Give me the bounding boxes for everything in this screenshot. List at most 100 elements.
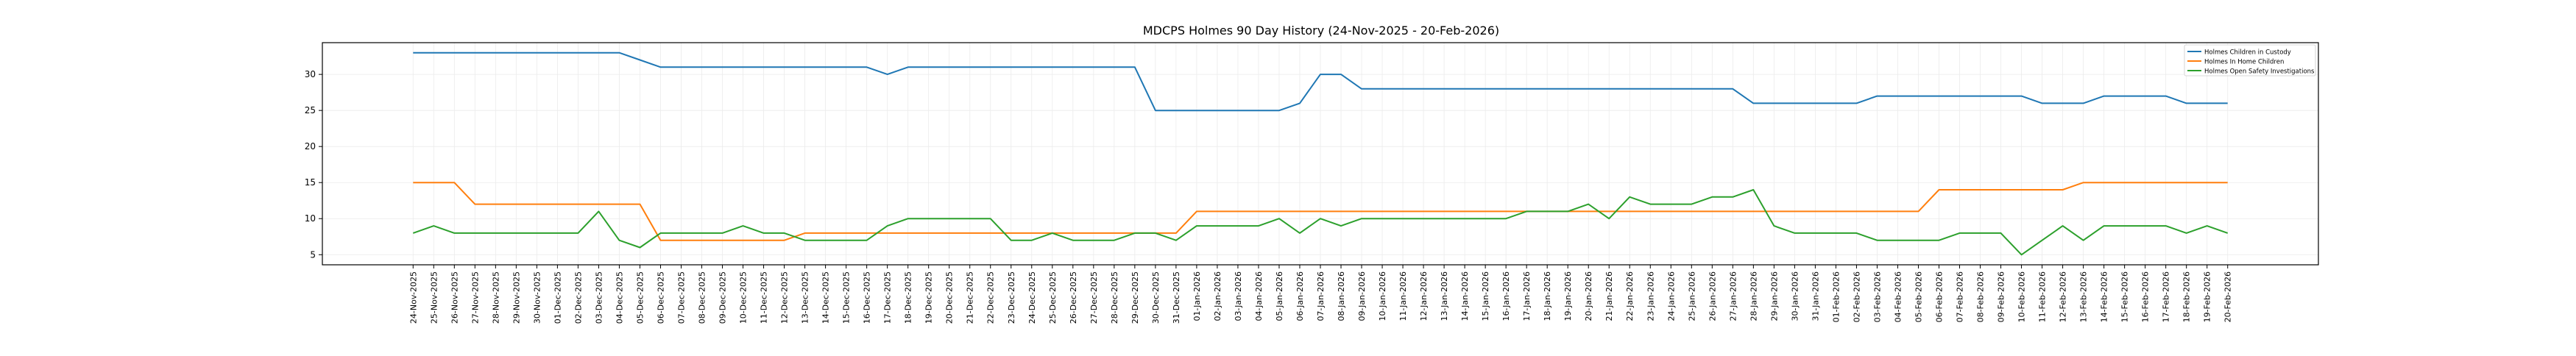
x-tick-label: 29-Nov-2025 bbox=[512, 271, 521, 324]
x-tick-label: 15-Dec-2025 bbox=[842, 271, 852, 324]
x-tick-label: 19-Dec-2025 bbox=[924, 271, 934, 324]
x-tick-label: 05-Jan-2026 bbox=[1275, 271, 1284, 321]
legend-label: Holmes Children in Custody bbox=[2204, 49, 2291, 57]
y-axis: 5 10 15 20 25 30 bbox=[305, 69, 322, 260]
x-tick-label: 13-Feb-2026 bbox=[2079, 271, 2089, 322]
x-tick-label: 31-Jan-2026 bbox=[1811, 271, 1820, 321]
x-tick-label: 21-Dec-2025 bbox=[966, 271, 975, 324]
x-tick-label: 03-Feb-2026 bbox=[1872, 271, 1882, 322]
x-tick-label: 18-Feb-2026 bbox=[2182, 271, 2192, 322]
y-tick-label: 20 bbox=[305, 141, 316, 152]
x-tick-label: 04-Dec-2025 bbox=[615, 271, 624, 324]
x-axis: 24-Nov-2025 25-Nov-2025 26-Nov-2025 27-Nov-… bbox=[408, 265, 2233, 324]
legend-label: Holmes In Home Children bbox=[2204, 59, 2284, 66]
x-tick-label: 27-Dec-2025 bbox=[1089, 271, 1099, 324]
y-tick-label: 5 bbox=[310, 249, 316, 260]
legend: Holmes Children in Custody Holmes In Home… bbox=[2184, 44, 2316, 76]
x-tick-label: 27-Nov-2025 bbox=[470, 271, 480, 324]
y-tick-label: 25 bbox=[305, 105, 316, 115]
x-tick-label: 22-Dec-2025 bbox=[986, 271, 996, 324]
x-tick-label: 16-Dec-2025 bbox=[863, 271, 872, 324]
x-tick-label: 18-Dec-2025 bbox=[904, 271, 913, 324]
x-tick-label: 06-Jan-2026 bbox=[1295, 271, 1305, 321]
series-lines bbox=[412, 51, 2229, 256]
x-tick-label: 30-Dec-2025 bbox=[1151, 271, 1161, 324]
x-tick-label: 05-Dec-2025 bbox=[635, 271, 645, 324]
x-tick-label: 12-Dec-2025 bbox=[780, 271, 790, 324]
series-line-1 bbox=[413, 182, 2228, 241]
y-tick-label: 10 bbox=[305, 213, 316, 224]
x-tick-label: 05-Feb-2026 bbox=[1914, 271, 1923, 322]
x-tick-label: 06-Feb-2026 bbox=[1934, 271, 1944, 322]
x-tick-label: 11-Jan-2026 bbox=[1398, 271, 1408, 321]
x-tick-label: 07-Dec-2025 bbox=[676, 271, 686, 324]
x-tick-label: 31-Dec-2025 bbox=[1172, 271, 1181, 324]
legend-label: Holmes Open Safety Investigations bbox=[2204, 68, 2315, 76]
x-tick-label: 15-Jan-2026 bbox=[1481, 271, 1490, 321]
chart-title: MDCPS Holmes 90 Day History (24-Nov-2025… bbox=[1143, 24, 1499, 38]
x-tick-label: 07-Jan-2026 bbox=[1316, 271, 1326, 321]
x-tick-label: 30-Jan-2026 bbox=[1790, 271, 1800, 321]
x-tick-label: 03-Jan-2026 bbox=[1234, 271, 1243, 321]
x-tick-label: 01-Jan-2026 bbox=[1192, 271, 1202, 321]
x-tick-label: 26-Dec-2025 bbox=[1069, 271, 1078, 324]
x-tick-label: 20-Jan-2026 bbox=[1584, 271, 1593, 321]
x-tick-label: 18-Jan-2026 bbox=[1543, 271, 1552, 321]
x-tick-label: 21-Jan-2026 bbox=[1604, 271, 1614, 321]
x-tick-label: 24-Nov-2025 bbox=[408, 271, 418, 324]
x-tick-label: 28-Dec-2025 bbox=[1110, 271, 1119, 324]
series-line-2 bbox=[412, 189, 2229, 256]
x-tick-label: 12-Jan-2026 bbox=[1419, 271, 1429, 321]
x-tick-label: 11-Dec-2025 bbox=[760, 271, 769, 324]
x-tick-label: 28-Nov-2025 bbox=[491, 271, 500, 324]
x-tick-label: 20-Dec-2025 bbox=[945, 271, 955, 324]
x-tick-label: 02-Jan-2026 bbox=[1213, 271, 1222, 321]
x-tick-label: 27-Jan-2026 bbox=[1728, 271, 1738, 321]
x-tick-label: 17-Dec-2025 bbox=[883, 271, 893, 324]
x-tick-label: 09-Jan-2026 bbox=[1357, 271, 1367, 321]
x-tick-label: 08-Feb-2026 bbox=[1976, 271, 1986, 322]
x-tick-label: 14-Dec-2025 bbox=[821, 271, 831, 324]
x-tick-label: 10-Feb-2026 bbox=[2017, 271, 2027, 322]
x-tick-label: 06-Dec-2025 bbox=[656, 271, 665, 324]
x-tick-label: 23-Dec-2025 bbox=[1007, 271, 1016, 324]
x-tick-label: 01-Dec-2025 bbox=[553, 271, 562, 324]
x-tick-label: 07-Feb-2026 bbox=[1956, 271, 1965, 322]
x-tick-label: 19-Jan-2026 bbox=[1563, 271, 1573, 321]
x-tick-label: 16-Jan-2026 bbox=[1501, 271, 1511, 321]
x-tick-label: 28-Jan-2026 bbox=[1749, 271, 1758, 321]
x-tick-label: 30-Nov-2025 bbox=[532, 271, 542, 324]
x-tick-label: 02-Feb-2026 bbox=[1852, 271, 1861, 322]
x-tick-label: 09-Dec-2025 bbox=[718, 271, 728, 324]
x-tick-label: 01-Feb-2026 bbox=[1831, 271, 1841, 322]
x-tick-label: 26-Nov-2025 bbox=[450, 271, 459, 324]
x-tick-label: 13-Jan-2026 bbox=[1440, 271, 1449, 321]
x-tick-label: 10-Dec-2025 bbox=[739, 271, 749, 324]
x-tick-label: 26-Jan-2026 bbox=[1708, 271, 1717, 321]
x-tick-label: 03-Dec-2025 bbox=[594, 271, 604, 324]
x-tick-label: 25-Jan-2026 bbox=[1687, 271, 1696, 321]
x-tick-label: 16-Feb-2026 bbox=[2141, 271, 2151, 322]
x-tick-label: 15-Feb-2026 bbox=[2120, 271, 2130, 322]
x-tick-label: 20-Feb-2026 bbox=[2223, 271, 2233, 322]
x-tick-label: 02-Dec-2025 bbox=[573, 271, 583, 324]
x-tick-label: 13-Dec-2025 bbox=[801, 271, 810, 324]
x-tick-label: 17-Jan-2026 bbox=[1522, 271, 1532, 321]
x-tick-label: 29-Jan-2026 bbox=[1769, 271, 1779, 321]
x-tick-label: 04-Jan-2026 bbox=[1254, 271, 1264, 321]
x-tick-label: 19-Feb-2026 bbox=[2203, 271, 2212, 322]
x-tick-label: 14-Jan-2026 bbox=[1460, 271, 1470, 321]
y-tick-label: 30 bbox=[305, 69, 316, 79]
grid bbox=[322, 43, 2318, 265]
legend-box bbox=[2184, 44, 2316, 76]
x-tick-label: 14-Feb-2026 bbox=[2100, 271, 2109, 322]
x-tick-label: 10-Jan-2026 bbox=[1378, 271, 1387, 321]
x-tick-label: 12-Feb-2026 bbox=[2059, 271, 2068, 322]
x-tick-label: 11-Feb-2026 bbox=[2038, 271, 2048, 322]
x-tick-label: 29-Dec-2025 bbox=[1130, 271, 1140, 324]
x-tick-label: 24-Jan-2026 bbox=[1666, 271, 1676, 321]
x-tick-label: 25-Nov-2025 bbox=[429, 271, 439, 324]
x-tick-label: 08-Jan-2026 bbox=[1337, 271, 1346, 321]
x-tick-label: 24-Dec-2025 bbox=[1027, 271, 1037, 324]
x-tick-label: 08-Dec-2025 bbox=[698, 271, 707, 324]
